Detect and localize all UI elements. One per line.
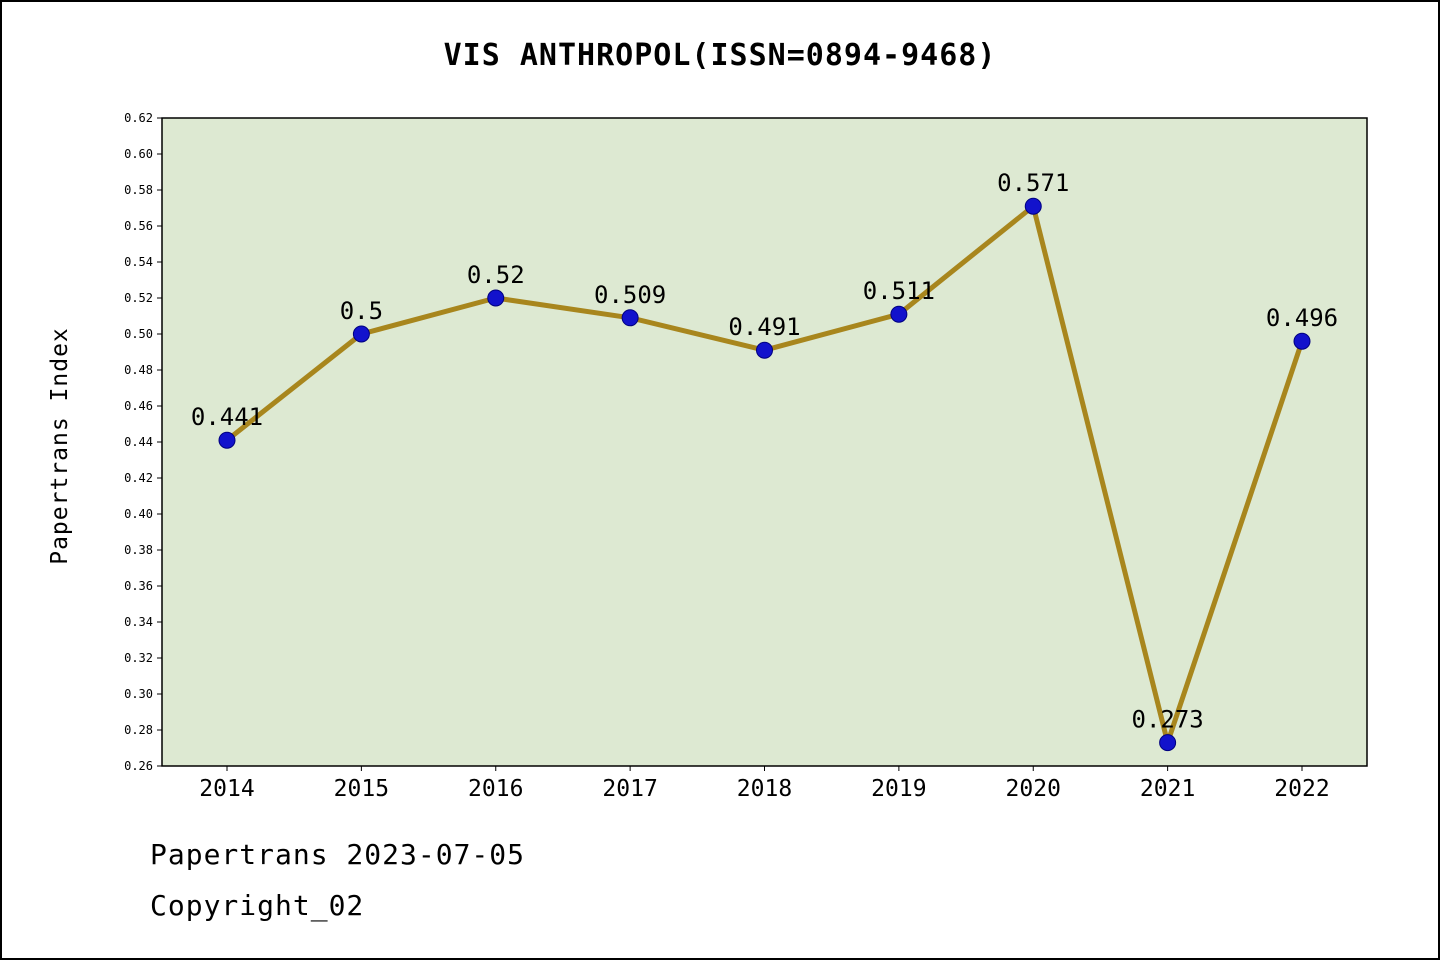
data-point <box>756 341 773 359</box>
y-tick-label: 0.34 <box>124 615 153 629</box>
y-tick-label: 0.38 <box>124 543 153 557</box>
data-point <box>352 325 370 343</box>
data-point <box>1159 734 1177 752</box>
y-tick-label: 0.50 <box>124 327 153 341</box>
y-tick-label: 0.40 <box>124 507 153 521</box>
x-tick-label: 2018 <box>737 776 792 800</box>
x-tick-label: 2019 <box>871 776 926 800</box>
y-tick-label: 0.52 <box>124 291 153 305</box>
y-tick-label: 0.60 <box>124 147 153 161</box>
y-tick-label: 0.44 <box>124 435 153 449</box>
x-tick-label: 2021 <box>1140 776 1195 800</box>
data-point <box>1024 197 1042 215</box>
data-point-label: 0.273 <box>1132 706 1204 734</box>
x-tick-label: 2017 <box>602 776 657 800</box>
x-tick-label: 2015 <box>334 776 389 800</box>
data-point-label: 0.441 <box>191 403 263 431</box>
data-point <box>621 309 639 327</box>
y-tick-label: 0.62 <box>124 111 153 125</box>
data-point <box>218 431 236 449</box>
y-tick-label: 0.42 <box>124 471 153 485</box>
data-point-label: 0.5 <box>340 297 383 325</box>
x-tick-label: 2022 <box>1274 776 1329 800</box>
data-point <box>1293 332 1311 350</box>
y-tick-label: 0.46 <box>124 399 153 413</box>
footer-source-date: Papertrans 2023-07-05 <box>150 838 526 871</box>
chart-footer: Papertrans 2023-07-05 Copyright_02 <box>150 838 525 940</box>
data-point <box>890 305 908 323</box>
data-point-label: 0.511 <box>863 277 935 305</box>
data-point <box>487 289 505 307</box>
y-tick-label: 0.26 <box>124 759 153 773</box>
plot-area <box>161 117 1368 767</box>
y-tick-label: 0.32 <box>124 651 153 665</box>
chart-title: VIS ANTHROPOL(ISSN=0894-9468) <box>443 38 997 73</box>
y-tick-label: 0.30 <box>124 687 153 701</box>
y-tick-label: 0.54 <box>124 255 153 269</box>
y-axis-title: Papertrans Index <box>47 327 73 565</box>
data-point-label: 0.496 <box>1266 304 1338 332</box>
data-point-label: 0.509 <box>594 281 666 309</box>
y-tick-label: 0.56 <box>124 219 153 233</box>
y-tick-label: 0.58 <box>124 183 153 197</box>
data-point-label: 0.52 <box>467 261 525 289</box>
y-tick-label: 0.36 <box>124 579 153 593</box>
x-tick-label: 2020 <box>1006 776 1061 800</box>
x-tick-label: 2014 <box>199 776 254 800</box>
line-chart-plot: 0.26 0.28 0.30 0.32 0.34 0.36 0.38 0.40 0.42 0.44… <box>124 111 1368 800</box>
x-tick-label: 2016 <box>468 776 523 800</box>
data-point-label: 0.491 <box>728 313 800 341</box>
y-tick-label: 0.48 <box>124 363 153 377</box>
footer-copyright: Copyright_02 <box>150 889 365 922</box>
y-tick-label: 0.28 <box>124 723 153 737</box>
data-point-label: 0.571 <box>997 169 1069 197</box>
